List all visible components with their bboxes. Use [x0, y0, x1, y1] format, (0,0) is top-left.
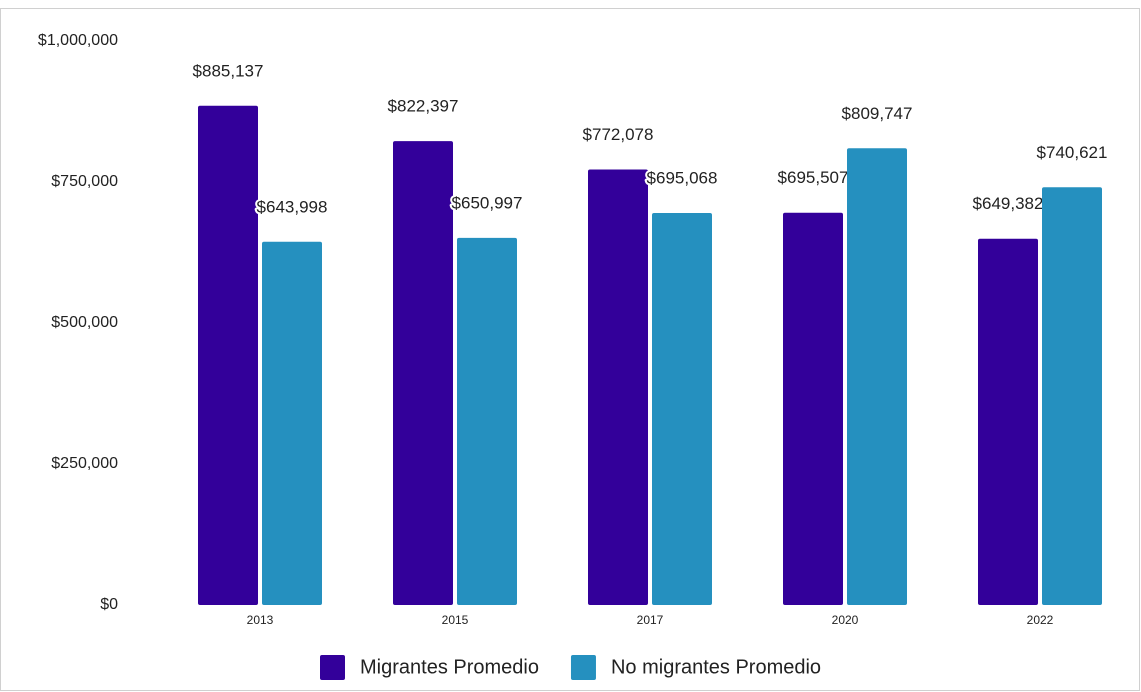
bar	[457, 237, 517, 605]
bar	[783, 212, 843, 605]
y-tick-label: $0	[100, 596, 118, 613]
x-tick-label: 2022	[1027, 613, 1054, 627]
x-tick-label: 2013	[247, 613, 274, 627]
data-label: $809,747	[842, 104, 913, 123]
x-tick-label: 2020	[832, 613, 859, 627]
bar	[393, 141, 453, 605]
legend-label: No migrantes Promedio	[611, 656, 821, 678]
data-label: $695,068	[647, 168, 718, 187]
bar	[262, 241, 322, 605]
x-tick-label: 2017	[637, 613, 664, 627]
data-label: $695,507	[778, 168, 849, 187]
chart-border	[0, 8, 1140, 691]
data-label: $772,078	[583, 125, 654, 144]
bar	[847, 148, 907, 606]
data-label: $740,621	[1037, 143, 1108, 162]
bar	[978, 238, 1038, 606]
legend-swatch	[570, 655, 596, 680]
bar	[198, 105, 258, 606]
data-label: $885,137	[193, 61, 264, 80]
data-label: $650,997	[452, 193, 523, 212]
data-label: $649,382	[973, 194, 1044, 213]
bar	[652, 212, 712, 606]
x-tick-label: 2015	[442, 613, 469, 627]
y-tick-label: $250,000	[51, 455, 118, 472]
bar	[588, 169, 648, 605]
bar	[1042, 187, 1102, 606]
y-tick-label: $1,000,000	[38, 32, 118, 49]
legend-label: Migrantes Promedio	[360, 656, 539, 678]
y-tick-label: $750,000	[51, 173, 118, 190]
data-label: $822,397	[388, 97, 459, 116]
data-label: $643,998	[257, 197, 328, 216]
legend-swatch	[320, 655, 345, 680]
y-tick-label: $500,000	[51, 314, 118, 331]
